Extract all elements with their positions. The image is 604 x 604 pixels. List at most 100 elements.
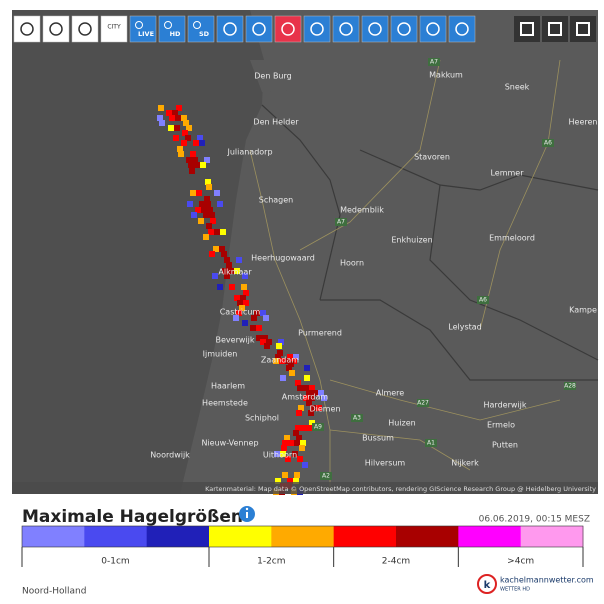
hail-cell [243,300,249,306]
toolbar-button[interactable] [216,15,244,43]
place-label: Heemstede [202,399,248,408]
hail-cell [173,135,179,141]
hail-cell [190,151,196,157]
hail-cell [295,380,301,386]
timestamp: 06.06.2019, 00:15 MESZ [479,515,590,525]
place-label: Heerhugowaard [251,254,315,263]
place-label: Kampe [569,306,597,315]
sea [12,10,264,494]
legend-swatch [458,526,522,547]
road-shield [312,423,324,431]
hail-cell [206,223,212,229]
place-label: Enkhuizen [391,236,432,245]
hail-cell [282,440,288,446]
hail-cell [310,405,316,411]
hail-cell [233,315,239,321]
button-icon [368,22,382,36]
island [250,60,295,92]
hail-cell [217,284,223,290]
place-label: Stavoren [414,153,450,162]
toolbar-button[interactable] [274,15,302,43]
toolbar-button[interactable] [71,15,99,43]
road-label: A2 [322,473,330,480]
hail-cell [278,339,284,345]
hail-cell [275,354,281,360]
share-icon [548,22,562,36]
share-button[interactable] [570,16,596,42]
brand: kachelmannwetter.com [500,576,594,585]
hail-cell [294,472,300,478]
button-icon [78,22,92,36]
hail-cell [242,320,248,326]
hail-cell [318,390,324,396]
hail-cell [185,135,191,141]
legend: 0-1cm 1-2cm 2-4cm >4cm [21,525,584,567]
toolbar-button[interactable] [448,15,476,43]
hail-cell [285,456,291,462]
road-label: A6 [479,297,487,304]
toolbar-button[interactable] [332,15,360,43]
hail-cell [209,251,215,257]
button-icon [455,22,469,36]
toolbar-button[interactable] [100,15,128,43]
hail-cell [224,257,230,263]
button-icon [193,21,201,29]
hail-cell [188,162,194,168]
legend-frame [21,525,584,548]
button-icon [426,22,440,36]
hail-cell [157,115,163,121]
hail-cell [306,400,312,406]
button-icon [164,21,172,29]
hail-cell [309,385,315,391]
hail-cell [308,410,314,416]
hail-cell [276,343,282,349]
place-label: Den Burg [254,72,291,81]
hail-cell [174,125,180,131]
road-shield [335,218,347,226]
hail-cell [284,435,290,441]
toolbar-button[interactable] [303,15,331,43]
hail-cell [301,425,307,431]
brand-logo-k: k [484,580,491,591]
hail-cell [169,115,175,121]
hail-cell [288,440,294,446]
hail-cell [229,284,235,290]
toolbar-button[interactable] [158,15,186,43]
button-icon [281,22,295,36]
toolbar-button[interactable] [245,15,273,43]
hail-cell [256,325,262,331]
hail-cell [186,157,192,163]
toolbar-button[interactable] [129,15,157,43]
share-button[interactable] [542,16,568,42]
hail-cell [260,310,266,316]
hail-cell [199,140,205,146]
place-label: Heeren [569,118,598,127]
hail-cell [190,190,196,196]
button-icon [20,22,34,36]
toolbar-button[interactable] [419,15,447,43]
road-label: A1 [427,440,435,447]
toolbar-button[interactable] [361,15,389,43]
toolbar-button[interactable] [42,15,70,43]
hail-cell [220,229,226,235]
hail-cell [181,115,187,121]
place-label: Schagen [259,196,294,205]
hail-cell [239,305,245,311]
share-button[interactable] [514,16,540,42]
hail-cell [277,350,283,356]
toolbar-button[interactable] [187,15,215,43]
legend-range: 0-1cm [101,557,129,567]
hail-cell [181,140,187,146]
toolbar-button[interactable] [390,15,418,43]
hail-cell [292,451,298,457]
share-icon [520,22,534,36]
road-label: A27 [417,400,429,407]
toolbar-button[interactable] [13,15,41,43]
hail-cell [279,358,285,364]
legend-swatch [209,526,272,547]
hail-cell [273,358,279,364]
road-label: A6 [544,140,552,147]
hail-cell [297,456,303,462]
brand-logo [477,574,497,594]
